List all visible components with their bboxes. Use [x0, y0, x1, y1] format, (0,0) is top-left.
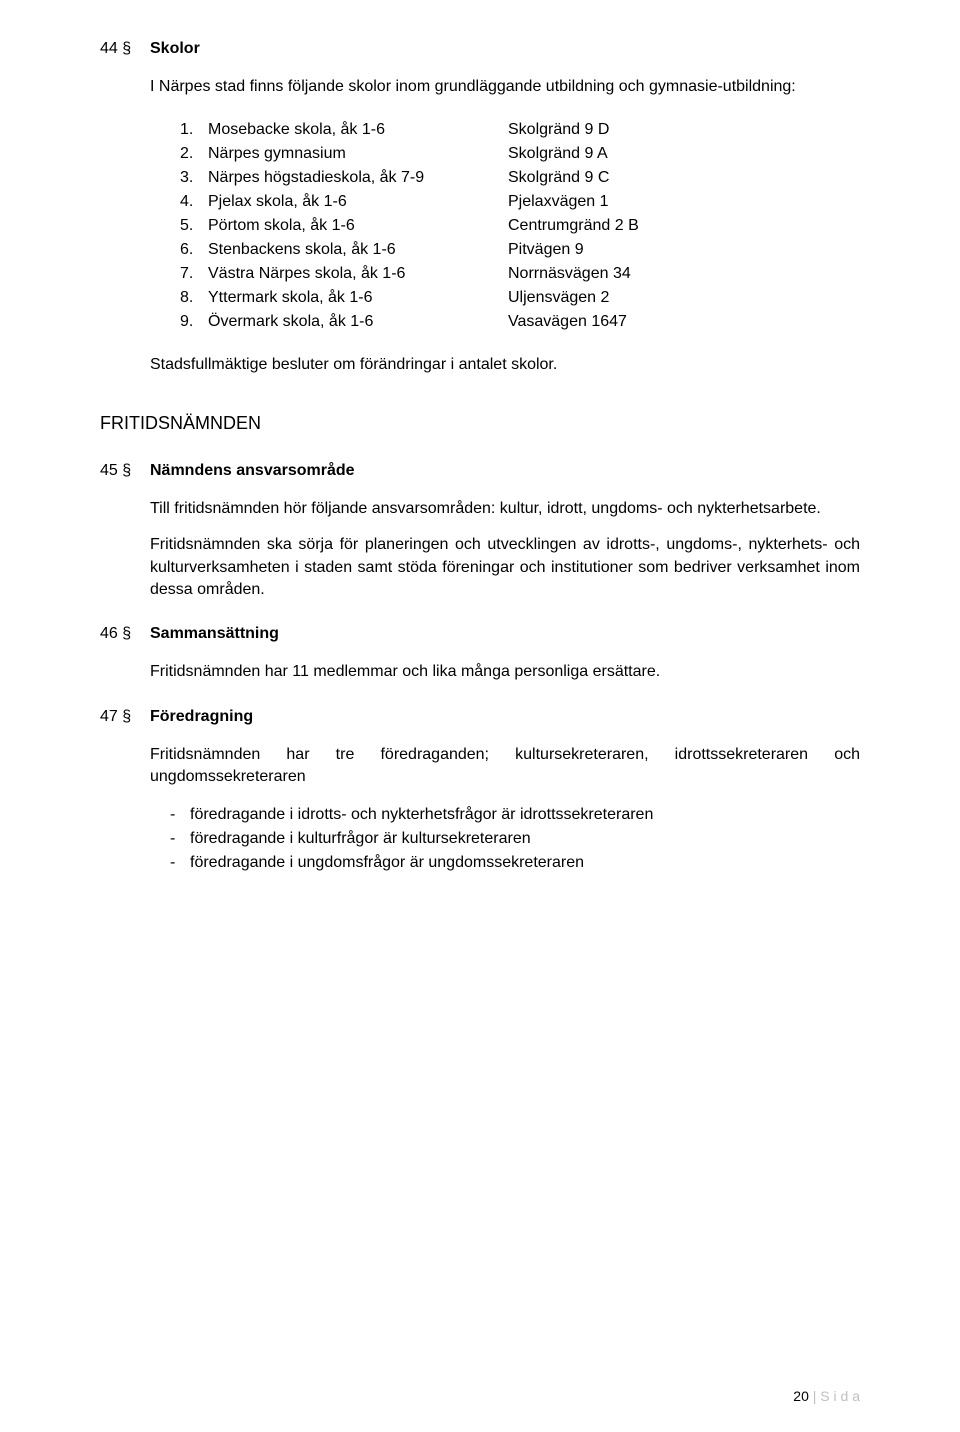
section-44-title: Skolor: [150, 40, 860, 58]
school-addr: Pjelaxvägen 1: [508, 190, 860, 214]
section-45-p2: Fritidsnämnden ska sörja för planeringen…: [150, 534, 860, 601]
school-addr: Uljensvägen 2: [508, 286, 860, 310]
school-row: 8. Yttermark skola, åk 1-6 Uljensvägen 2: [180, 286, 860, 310]
page-footer: 20 | S i d a: [793, 1388, 860, 1404]
school-row: 1. Mosebacke skola, åk 1-6 Skolgränd 9 D: [180, 118, 860, 142]
school-idx: 4.: [180, 190, 208, 214]
school-row: 5. Pörtom skola, åk 1-6 Centrumgränd 2 B: [180, 214, 860, 238]
dash-icon: -: [170, 851, 190, 875]
bullet-row: - föredragande i ungdomsfrågor är ungdom…: [170, 851, 860, 875]
school-addr: Skolgränd 9 D: [508, 118, 860, 142]
section-47-bullets: - föredragande i idrotts- och nykterhets…: [170, 803, 860, 875]
section-46-num: 46 §: [100, 625, 150, 643]
bullet-text: föredragande i kulturfrågor är kultursek…: [190, 827, 860, 851]
school-name: Pörtom skola, åk 1-6: [208, 214, 508, 238]
school-name: Västra Närpes skola, åk 1-6: [208, 262, 508, 286]
school-idx: 6.: [180, 238, 208, 262]
bullet-text: föredragande i idrotts- och nykterhetsfr…: [190, 803, 860, 827]
section-44-intro: I Närpes stad finns följande skolor inom…: [150, 76, 860, 98]
section-47-body: Fritidsnämnden har tre föredraganden; ku…: [150, 744, 860, 875]
school-row: 3. Närpes högstadieskola, åk 7-9 Skolgrä…: [180, 166, 860, 190]
school-list: 1. Mosebacke skola, åk 1-6 Skolgränd 9 D…: [180, 118, 860, 334]
dash-icon: -: [170, 803, 190, 827]
school-name: Mosebacke skola, åk 1-6: [208, 118, 508, 142]
heading-fritidsnamnden: FRITIDSNÄMNDEN: [100, 413, 860, 434]
school-name: Stenbackens skola, åk 1-6: [208, 238, 508, 262]
section-47-header: 47 § Föredragning: [100, 708, 860, 726]
section-46-body: Fritidsnämnden har 11 medlemmar och lika…: [150, 661, 860, 683]
bullet-row: - föredragande i kulturfrågor är kulturs…: [170, 827, 860, 851]
school-idx: 9.: [180, 310, 208, 334]
page-number: 20: [793, 1388, 809, 1404]
school-name: Närpes gymnasium: [208, 142, 508, 166]
school-idx: 8.: [180, 286, 208, 310]
dash-icon: -: [170, 827, 190, 851]
school-name: Övermark skola, åk 1-6: [208, 310, 508, 334]
school-row: 2. Närpes gymnasium Skolgränd 9 A: [180, 142, 860, 166]
school-idx: 3.: [180, 166, 208, 190]
section-45-p1: Till fritidsnämnden hör följande ansvars…: [150, 498, 860, 520]
school-addr: Norrnäsvägen 34: [508, 262, 860, 286]
section-45-title: Nämndens ansvarsområde: [150, 462, 860, 480]
section-47-num: 47 §: [100, 708, 150, 726]
document-page: 44 § Skolor I Närpes stad finns följande…: [0, 0, 960, 1432]
school-row: 6. Stenbackens skola, åk 1-6 Pitvägen 9: [180, 238, 860, 262]
footer-sep: |: [809, 1388, 820, 1404]
section-44-closing: Stadsfullmäktige besluter om förändringa…: [150, 354, 860, 376]
school-row: 7. Västra Närpes skola, åk 1-6 Norrnäsvä…: [180, 262, 860, 286]
section-45-body: Till fritidsnämnden hör följande ansvars…: [150, 498, 860, 602]
school-name: Yttermark skola, åk 1-6: [208, 286, 508, 310]
school-idx: 5.: [180, 214, 208, 238]
school-name: Närpes högstadieskola, åk 7-9: [208, 166, 508, 190]
section-46-p1: Fritidsnämnden har 11 medlemmar och lika…: [150, 661, 860, 683]
footer-label: S i d a: [820, 1388, 860, 1404]
school-addr: Skolgränd 9 C: [508, 166, 860, 190]
section-47-title: Föredragning: [150, 708, 860, 726]
bullet-row: - föredragande i idrotts- och nykterhets…: [170, 803, 860, 827]
bullet-text: föredragande i ungdomsfrågor är ungdomss…: [190, 851, 860, 875]
section-44-header: 44 § Skolor: [100, 40, 860, 58]
school-addr: Pitvägen 9: [508, 238, 860, 262]
section-44-num: 44 §: [100, 40, 150, 58]
school-name: Pjelax skola, åk 1-6: [208, 190, 508, 214]
school-idx: 2.: [180, 142, 208, 166]
section-46-header: 46 § Sammansättning: [100, 625, 860, 643]
school-row: 9. Övermark skola, åk 1-6 Vasavägen 1647: [180, 310, 860, 334]
section-46-title: Sammansättning: [150, 625, 860, 643]
school-idx: 7.: [180, 262, 208, 286]
section-45-num: 45 §: [100, 462, 150, 480]
section-47-p1: Fritidsnämnden har tre föredraganden; ku…: [150, 744, 860, 789]
school-addr: Skolgränd 9 A: [508, 142, 860, 166]
school-addr: Centrumgränd 2 B: [508, 214, 860, 238]
school-idx: 1.: [180, 118, 208, 142]
school-addr: Vasavägen 1647: [508, 310, 860, 334]
school-row: 4. Pjelax skola, åk 1-6 Pjelaxvägen 1: [180, 190, 860, 214]
section-44-body: I Närpes stad finns följande skolor inom…: [150, 76, 860, 377]
section-45-header: 45 § Nämndens ansvarsområde: [100, 462, 860, 480]
